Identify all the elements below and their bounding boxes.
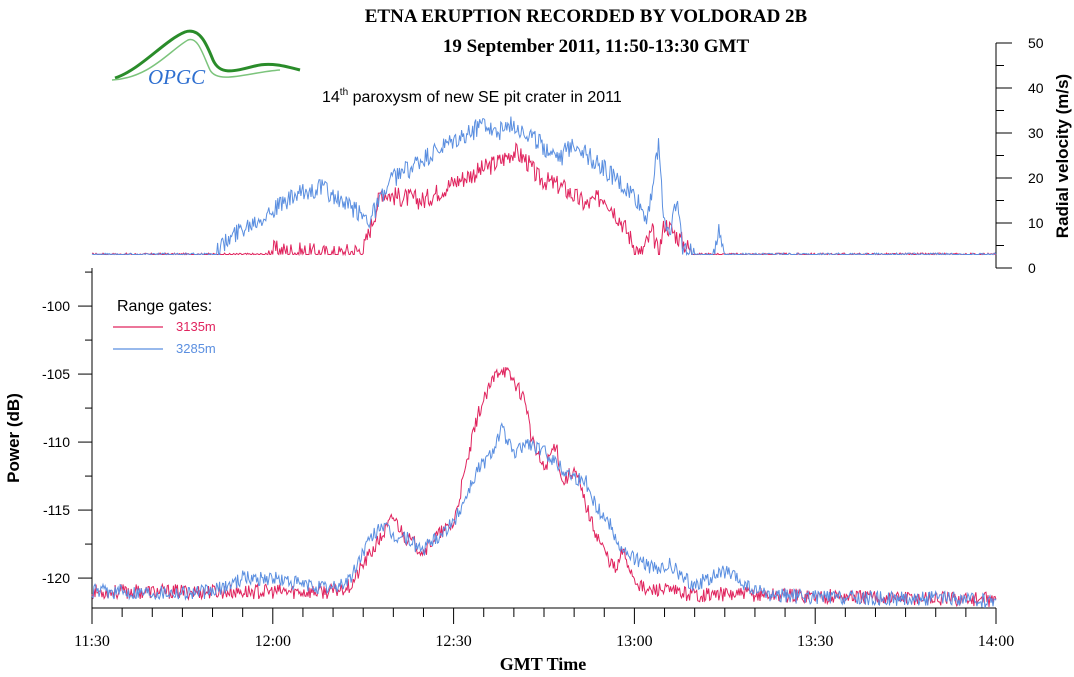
time-tick-label: 13:00 xyxy=(616,633,652,650)
logo-swoosh xyxy=(114,29,301,80)
velocity-tick-label: 40 xyxy=(1028,80,1044,96)
velocity-tick-label: 10 xyxy=(1028,215,1044,231)
power-axis: -100 -105 -110 -115 -120 xyxy=(42,268,93,608)
time-tick-label: 12:30 xyxy=(435,633,471,650)
velocity-series-3285m xyxy=(91,116,997,257)
time-tick-label: 12:00 xyxy=(255,633,291,650)
time-tick-label: 11:30 xyxy=(74,633,110,650)
time-tick-label: 13:30 xyxy=(797,633,833,650)
legend-label-3135m: 3135m xyxy=(176,319,216,334)
time-axis-label: GMT Time xyxy=(500,654,587,674)
velocity-tick-label: 30 xyxy=(1028,125,1044,141)
series-layer xyxy=(91,116,997,609)
legend-label-3285m: 3285m xyxy=(176,341,216,356)
velocity-axis-label: Radial velocity (m/s) xyxy=(1053,74,1072,238)
velocity-tick-label: 20 xyxy=(1028,170,1044,186)
chart-title-line2: 19 September 2011, 11:50-13:30 GMT xyxy=(443,36,750,57)
velocity-axis: 0 10 20 30 40 50 xyxy=(995,35,1044,276)
subtitle-rest: paroxysm of new SE pit crater in 2011 xyxy=(348,89,622,106)
legend: Range gates: 3135m 3285m xyxy=(113,298,216,356)
chart-subtitle: 14th paroxysm of new SE pit crater in 20… xyxy=(322,87,622,106)
power-axis-label: Power (dB) xyxy=(4,393,23,483)
power-series-3285m xyxy=(91,422,997,609)
logo-text: OPGC xyxy=(148,65,206,89)
power-tick-label: -105 xyxy=(42,366,70,382)
power-tick-label: -115 xyxy=(43,502,70,518)
power-tick-label: -100 xyxy=(42,298,70,314)
legend-title: Range gates: xyxy=(117,298,212,315)
time-tick-label: 14:00 xyxy=(978,633,1014,650)
subtitle-superscript: th xyxy=(340,87,348,98)
logo-swoosh-2 xyxy=(111,38,281,81)
velocity-tick-label: 0 xyxy=(1028,260,1036,276)
opgc-logo: OPGC xyxy=(111,29,301,89)
chart-title-line1: ETNA ERUPTION RECORDED BY VOLDORAD 2B xyxy=(365,6,808,27)
subtitle-prefix: 14 xyxy=(322,89,340,106)
time-axis: 11:30 12:00 12:30 13:00 13:30 14:00 xyxy=(74,607,1014,650)
velocity-series-3135m xyxy=(92,142,996,257)
velocity-tick-label: 50 xyxy=(1028,35,1044,51)
power-tick-label: -110 xyxy=(43,434,70,450)
power-series-3135m xyxy=(91,367,997,608)
power-tick-label: -120 xyxy=(42,570,70,586)
